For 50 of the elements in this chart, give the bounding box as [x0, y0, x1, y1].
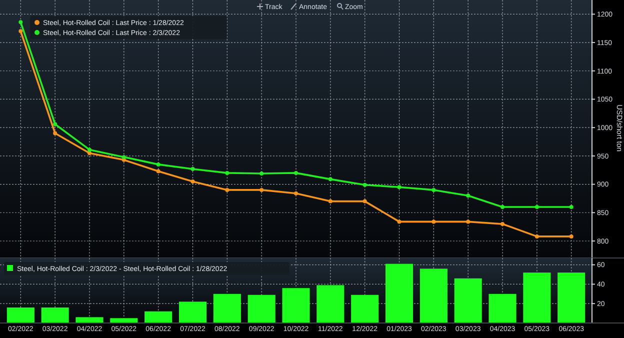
point	[53, 122, 58, 126]
point	[87, 148, 92, 152]
point	[122, 155, 126, 160]
point	[18, 29, 23, 34]
point	[500, 222, 505, 226]
bar	[351, 294, 379, 323]
bar	[385, 264, 414, 323]
point	[397, 185, 402, 190]
point	[294, 191, 298, 196]
bar	[213, 294, 241, 323]
point	[500, 204, 505, 209]
point	[432, 188, 436, 192]
bar	[523, 272, 551, 323]
point	[294, 170, 298, 175]
point	[53, 131, 58, 136]
point	[156, 169, 160, 174]
point	[397, 220, 402, 224]
point	[534, 204, 539, 209]
bar	[454, 278, 482, 323]
bar	[420, 268, 448, 323]
bar	[488, 294, 516, 323]
bar	[178, 302, 207, 323]
bar	[144, 311, 172, 323]
bar	[558, 272, 586, 323]
bar	[76, 317, 104, 323]
point	[569, 204, 574, 209]
point	[260, 188, 264, 192]
point	[534, 234, 539, 238]
bar	[6, 307, 34, 323]
point	[18, 20, 23, 24]
point	[225, 188, 230, 192]
bar	[41, 307, 69, 323]
point	[362, 182, 367, 187]
point	[432, 220, 436, 224]
point	[466, 194, 470, 198]
point	[466, 220, 470, 224]
point	[569, 234, 574, 238]
point	[328, 177, 332, 182]
point	[260, 172, 264, 176]
bar	[316, 285, 344, 323]
point	[225, 170, 230, 175]
point	[190, 179, 195, 184]
bar	[282, 288, 310, 323]
bar	[110, 318, 138, 323]
point	[328, 199, 332, 204]
point	[87, 151, 92, 156]
point	[362, 199, 367, 204]
bar	[248, 294, 276, 323]
point	[156, 162, 160, 166]
point	[190, 166, 195, 171]
